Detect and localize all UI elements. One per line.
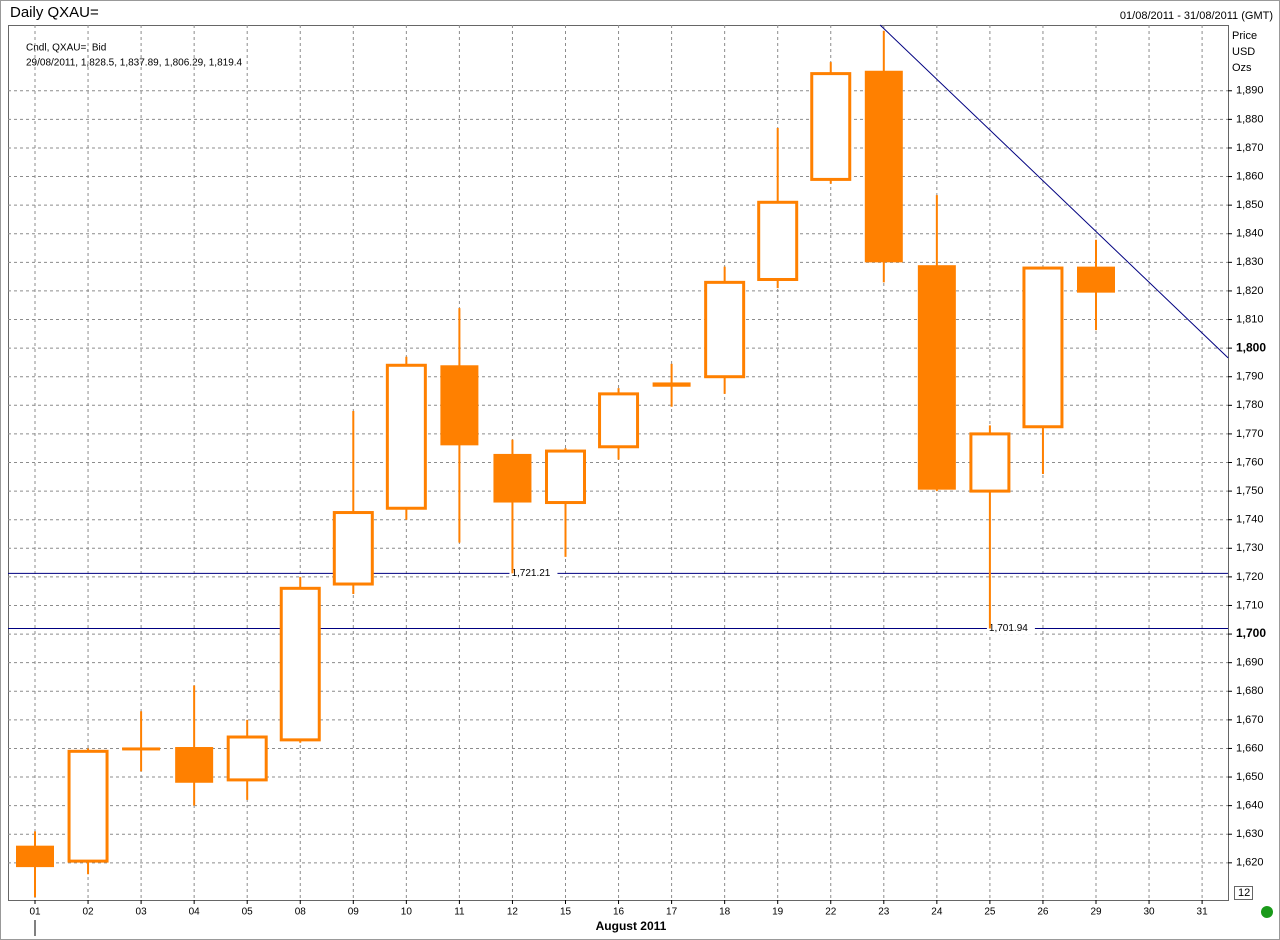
y-tick-label: 1,680 [1236,685,1264,697]
candle-body [969,432,1011,493]
candle-body [279,586,321,742]
y-tick-label: 1,650 [1236,771,1264,783]
y-tick-label: 1,860 [1236,170,1264,182]
trendline [879,24,1229,359]
candle-body [704,280,746,379]
candle-body [1077,266,1115,293]
candle-body [652,382,691,387]
x-tick-label: 09 [348,907,360,918]
y-axis-label: Ozs [1232,62,1252,74]
x-tick-label: 24 [931,907,943,918]
y-tick-label: 1,630 [1236,828,1264,840]
candle-body [810,72,852,181]
x-tick-label: 22 [825,907,837,918]
chart-title: Daily QXAU= [10,4,99,21]
x-tick-label: 15 [560,907,572,918]
y-tick-label: 1,640 [1236,800,1264,812]
candle-body [493,453,532,503]
y-tick-label: 1,700 [1236,626,1266,640]
candle-body [1022,266,1064,429]
y-tick-label: 1,890 [1236,85,1264,97]
level-label-bg [986,622,1035,635]
candle-body [16,845,54,868]
axis-badge-box [1234,886,1253,900]
y-tick-label: 1,740 [1236,514,1264,526]
x-tick-label: 05 [242,907,254,918]
y-tick-label: 1,720 [1236,571,1264,583]
date-range: 01/08/2011 - 31/08/2011 (GMT) [1120,10,1273,22]
level-label-bg [509,567,558,580]
y-tick-label: 1,830 [1236,256,1264,268]
y-tick-label: 1,770 [1236,428,1264,440]
y-tick-label: 1,840 [1236,228,1264,240]
x-tick-label: 04 [189,907,201,918]
y-tick-label: 1,880 [1236,113,1264,125]
y-tick-label: 1,670 [1236,714,1264,726]
legend-entry: Cndl, QXAU=, Bid [26,43,106,54]
y-axis-label: Price [1232,30,1257,42]
axis-badge: 12 [1238,887,1250,899]
candle-body [175,747,214,783]
level-label: 1,721.21 [511,568,550,579]
y-tick-label: 1,620 [1236,857,1264,869]
x-tick-label: 18 [719,907,731,918]
y-tick-label: 1,730 [1236,542,1264,554]
candle-body [757,200,799,281]
y-tick-label: 1,800 [1236,340,1266,354]
x-tick-label: 30 [1143,907,1155,918]
x-tick-label: 03 [136,907,148,918]
candle-body [864,70,903,263]
x-tick-label: 08 [295,907,307,918]
x-tick-label: 17 [666,907,678,918]
y-tick-label: 1,810 [1236,313,1264,325]
candle-body [226,735,268,782]
x-tick-label: 25 [984,907,996,918]
legend-detail: 29/08/2011, 1,828.5, 1,837.89, 1,806.29,… [26,58,243,69]
candle-body [545,449,586,505]
x-tick-label: 23 [878,907,890,918]
candle-body [440,365,479,446]
y-tick-label: 1,870 [1236,142,1264,154]
x-tick-label: 12 [507,907,519,918]
x-tick-label: 02 [82,907,94,918]
candle-body [332,511,374,586]
y-tick-label: 1,750 [1236,485,1264,497]
y-tick-label: 1,710 [1236,599,1264,611]
x-tick-label: 16 [613,907,625,918]
candle-body [67,749,109,863]
candle-body [917,265,956,490]
x-tick-label: 11 [454,907,465,918]
x-tick-label: 29 [1090,907,1102,918]
y-tick-label: 1,760 [1236,456,1264,468]
x-tick-label: 31 [1197,907,1209,918]
x-tick-label: 19 [772,907,784,918]
x-tick-label: 10 [401,907,413,918]
y-tick-label: 1,780 [1236,399,1264,411]
y-tick-label: 1,820 [1236,285,1264,297]
y-tick-label: 1,790 [1236,371,1264,383]
y-tick-label: 1,660 [1236,742,1264,754]
candle-body [598,392,640,449]
y-tick-label: 1,850 [1236,199,1264,211]
x-tick-label: 01 [29,907,41,918]
status-dot [1261,906,1273,918]
y-tick-label: 1,690 [1236,657,1264,669]
x-tick-label: 26 [1037,907,1049,918]
x-axis-label: August 2011 [596,919,667,933]
candle-body [385,363,427,510]
candle-body [122,747,161,751]
level-label: 1,701.94 [989,623,1028,634]
y-axis-label: USD [1232,46,1255,58]
